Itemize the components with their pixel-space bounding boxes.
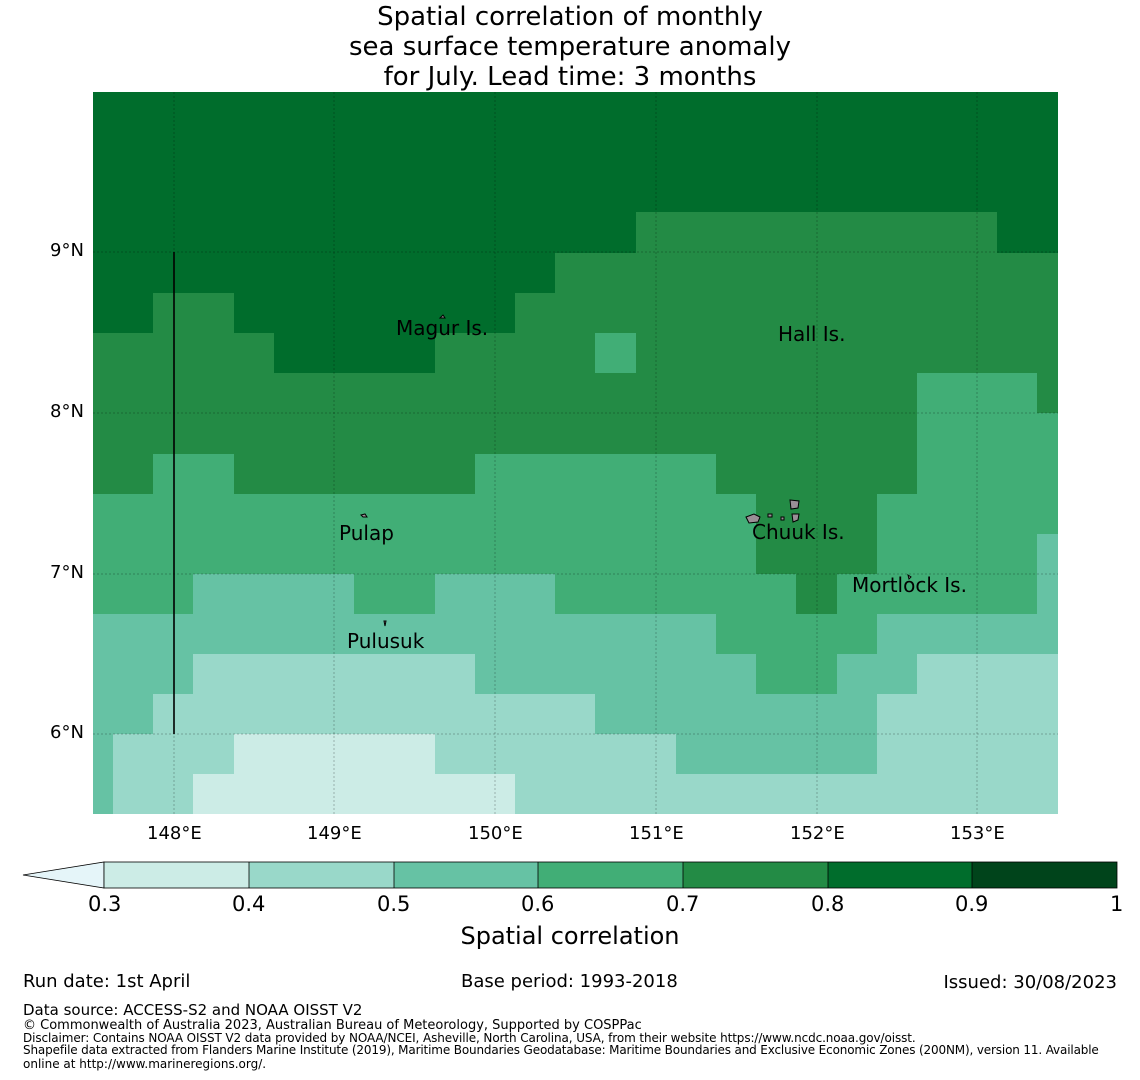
- lat-label-6n: 6°N: [50, 722, 84, 743]
- title-line-1: Spatial correlation of monthly: [377, 2, 763, 32]
- lat-label-7n: 7°N: [50, 562, 84, 583]
- colorbar-bin-0.9-1: [972, 862, 1117, 888]
- chuuk-island-5: [780, 516, 785, 521]
- shapefile-credit-line-1: Shapefile data extracted from Flanders M…: [23, 1043, 1099, 1057]
- shapefile-credit-line-2: online at http://www.marineregions.org/.: [23, 1057, 267, 1071]
- map-cell-0.7-0.8: [796, 574, 837, 614]
- colorbar-tick-1: 1: [1110, 892, 1124, 916]
- gridlines: [93, 92, 1058, 814]
- lon-label-153e: 153°E: [950, 823, 1005, 844]
- issued-date: Issued: 30/08/2023: [943, 972, 1117, 993]
- colorbar-frame: [103, 861, 1118, 889]
- lon-label-151e: 151°E: [629, 823, 684, 844]
- lon-label-150e: 150°E: [468, 823, 523, 844]
- place-pulap: Pulap: [339, 521, 394, 545]
- island-shapes: [360, 314, 912, 627]
- place-chuuk: Chuuk Is.: [752, 520, 845, 544]
- lat-label-9n: 9°N: [50, 240, 84, 261]
- colorbar-bin-0.4-0.5: [249, 862, 394, 888]
- pulusuk-island: [383, 620, 387, 627]
- colorbar-tick-0.4: 0.4: [232, 892, 266, 916]
- chuuk-island-2: [789, 499, 800, 510]
- colorbar: [22, 861, 1118, 889]
- colorbar-tick-0.3: 0.3: [88, 892, 122, 916]
- chuuk-island-3: [791, 513, 800, 523]
- place-mortlock: Mortlock Is.: [852, 573, 967, 597]
- colorbar-bin-0.5-0.6: [394, 862, 538, 888]
- colorbar-bin-0.7-0.8: [683, 862, 828, 888]
- run-date: Run date: 1st April: [23, 971, 191, 992]
- base-period: Base period: 1993-2018: [461, 971, 678, 992]
- lon-label-148e: 148°E: [147, 823, 202, 844]
- colorbar-tick-0.5: 0.5: [377, 892, 411, 916]
- colorbar-bin-0.3-0.4: [104, 862, 249, 888]
- map-region-0.3-0.4: [193, 734, 515, 814]
- colorbar-bin-0.6-0.7: [538, 862, 683, 888]
- title-line-3: for July. Lead time: 3 months: [383, 62, 757, 92]
- lon-label-149e: 149°E: [307, 823, 362, 844]
- chart-title: Spatial correlation of monthly sea surfa…: [0, 2, 1140, 92]
- pulap-island: [360, 513, 368, 518]
- mortlock-island: [907, 573, 912, 580]
- colorbar-tick-0.8: 0.8: [811, 892, 845, 916]
- colorbar-label: Spatial correlation: [460, 922, 680, 950]
- chuuk-island-1: [745, 513, 761, 524]
- lat-label-8n: 8°N: [50, 401, 84, 422]
- colorbar-tick-0.9: 0.9: [955, 892, 989, 916]
- data-source: Data source: ACCESS-S2 and NOAA OISST V2: [23, 1001, 363, 1019]
- title-line-2: sea surface temperature anomaly: [349, 32, 791, 62]
- colorbar-tick-0.7: 0.7: [666, 892, 700, 916]
- colorbar-tick-0.6: 0.6: [521, 892, 555, 916]
- magur-island: [438, 314, 446, 319]
- place-pulusuk: Pulusuk: [347, 629, 425, 653]
- disclaimer: Disclaimer: Contains NOAA OISST V2 data …: [23, 1031, 916, 1045]
- lon-label-152e: 152°E: [790, 823, 845, 844]
- map-cell-0.6-0.7: [595, 333, 636, 373]
- colorbar-under-arrow: [22, 861, 105, 889]
- chuuk-island-4: [767, 513, 773, 518]
- place-hall: Hall Is.: [778, 322, 846, 346]
- place-magur: Magur Is.: [396, 316, 489, 340]
- copyright: © Commonwealth of Australia 2023, Austra…: [23, 1018, 642, 1033]
- colorbar-bin-0.8-0.9: [828, 862, 972, 888]
